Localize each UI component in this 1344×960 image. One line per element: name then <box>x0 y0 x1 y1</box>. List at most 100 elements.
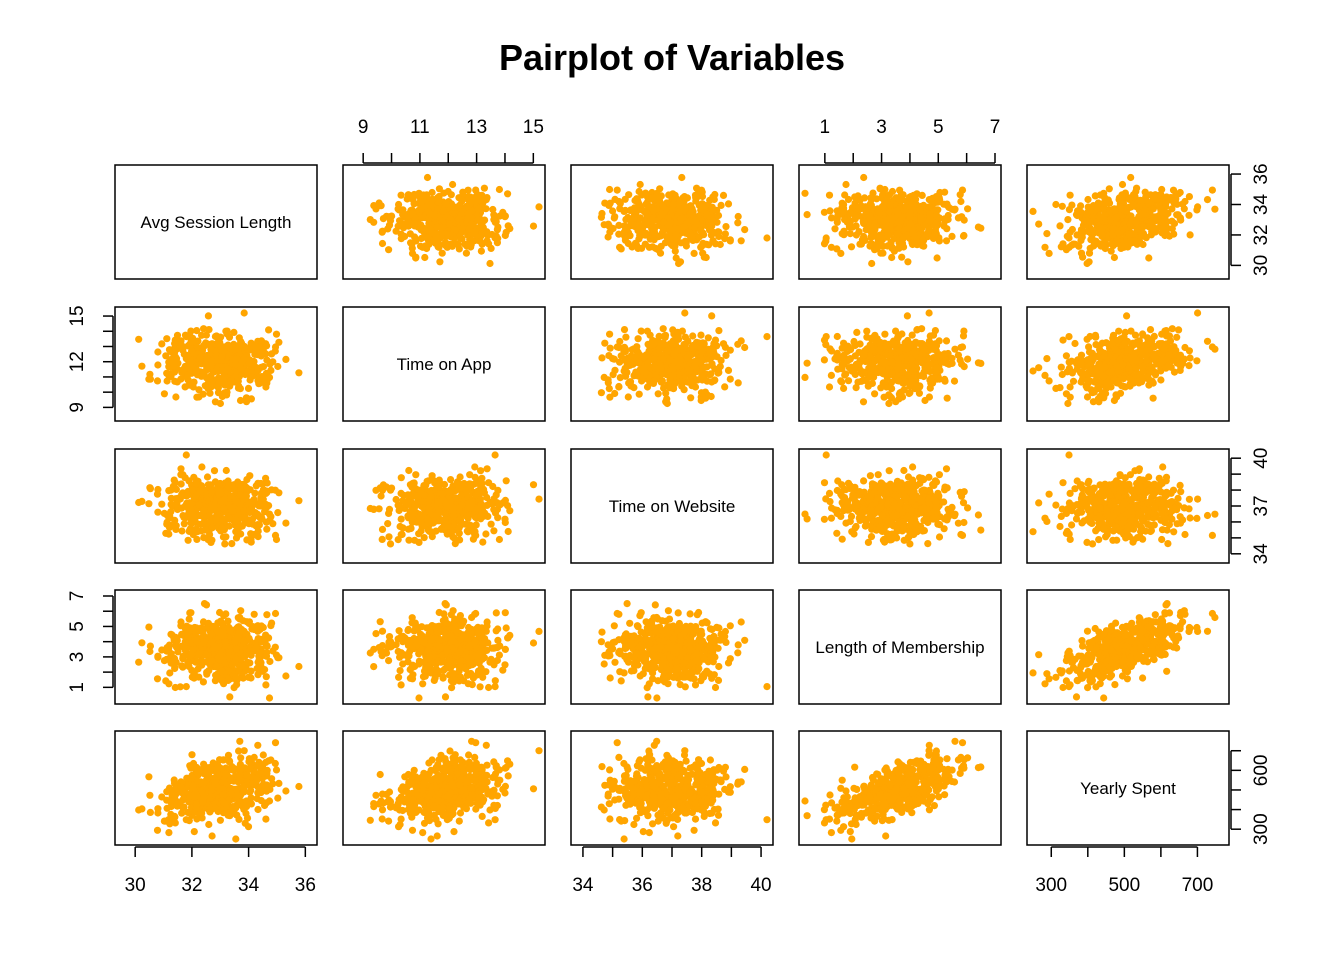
scatter-point <box>719 191 728 199</box>
scatter-point <box>253 512 261 520</box>
scatter-point <box>248 498 256 506</box>
scatter-point <box>644 359 652 367</box>
scatter-point <box>220 504 228 512</box>
scatter-point <box>1086 377 1094 385</box>
scatter-point <box>467 221 475 229</box>
scatter-point <box>1126 220 1134 228</box>
scatter-point <box>1151 224 1159 233</box>
panel-frame <box>570 164 774 280</box>
scatter-point <box>651 230 659 238</box>
scatter-point <box>621 368 629 376</box>
scatter-point <box>1109 358 1117 366</box>
panel-frame <box>798 164 1002 280</box>
scatter-point <box>211 332 219 341</box>
scatter-point <box>598 354 606 362</box>
scatter-point <box>822 234 830 242</box>
scatter-point <box>909 229 917 237</box>
scatter-point <box>418 198 426 206</box>
scatter-point <box>904 224 912 233</box>
scatter-point <box>831 225 839 233</box>
scatter-point <box>936 196 944 204</box>
scatter-point <box>954 351 963 359</box>
scatter-point <box>888 187 897 196</box>
scatter-point <box>379 215 387 223</box>
scatter-point <box>252 347 260 355</box>
scatter-point <box>205 326 213 334</box>
scatter-point <box>208 524 216 532</box>
scatter-point <box>224 365 232 373</box>
scatter-point <box>840 200 848 209</box>
scatter-point <box>658 377 666 385</box>
scatter-point <box>163 335 171 343</box>
scatter-point <box>1126 375 1134 383</box>
scatter-point <box>1073 211 1081 220</box>
scatter-point <box>504 190 512 198</box>
scatter-point <box>734 212 742 221</box>
scatter-point <box>462 249 470 257</box>
scatter-point <box>680 223 689 231</box>
scatter-point <box>1100 372 1108 381</box>
scatter-point <box>187 327 195 335</box>
scatter-point <box>468 236 476 244</box>
scatter-point <box>635 359 643 367</box>
scatter-point <box>208 488 216 496</box>
scatter-point <box>189 334 197 342</box>
scatter-point <box>724 366 733 374</box>
scatter-point <box>860 173 868 182</box>
scatter-point <box>899 191 907 199</box>
scatter-point <box>721 235 729 243</box>
scatter-point <box>1035 220 1043 228</box>
scatter-point <box>405 536 413 544</box>
scatter-point <box>451 226 460 234</box>
scatter-point <box>464 186 472 194</box>
scatter-point <box>1071 339 1079 348</box>
scatter-point <box>957 197 965 206</box>
scatter-point <box>1130 191 1138 199</box>
scatter-point <box>455 215 463 223</box>
scatter-point <box>193 393 201 401</box>
scatter-point <box>1107 340 1115 348</box>
scatter-point <box>235 480 243 488</box>
scatter-point <box>269 358 277 366</box>
scatter-point <box>282 519 290 527</box>
scatter-point <box>903 312 912 320</box>
scatter-point <box>867 201 875 209</box>
scatter-point <box>487 520 495 528</box>
scatter-point <box>424 516 432 524</box>
scatter-point <box>480 184 488 192</box>
scatter-point <box>1186 354 1194 362</box>
scatter-point <box>1165 196 1173 204</box>
scatter-point <box>163 377 171 385</box>
scatter-point <box>419 191 428 199</box>
scatter-point <box>418 214 426 222</box>
scatter-point <box>888 243 896 251</box>
scatter-point <box>425 201 433 209</box>
scatter-point <box>627 215 636 223</box>
scatter-point <box>413 191 421 199</box>
scatter-point <box>182 451 190 459</box>
scatter-point <box>240 355 248 363</box>
scatter-point <box>604 220 612 228</box>
scatter-point <box>1208 186 1216 194</box>
scatter-point <box>1043 355 1051 363</box>
panel-0-1 <box>342 164 546 280</box>
scatter-point <box>882 216 890 224</box>
scatter-point <box>1159 356 1167 365</box>
scatter-point <box>1122 207 1130 215</box>
scatter-point <box>165 530 173 538</box>
scatter-point <box>880 393 888 401</box>
scatter-point <box>177 471 185 479</box>
scatter-point <box>412 237 420 245</box>
scatter-point <box>217 356 225 365</box>
scatter-point <box>501 213 509 221</box>
scatter-point <box>860 351 868 359</box>
scatter-point <box>837 377 845 385</box>
scatter-point <box>1065 243 1073 251</box>
scatter-point <box>468 207 476 215</box>
scatter-point <box>436 258 444 266</box>
scatter-point <box>1041 243 1049 251</box>
scatter-point <box>379 481 387 489</box>
scatter-point <box>1064 216 1072 224</box>
scatter-point <box>1165 351 1173 359</box>
scatter-point <box>879 249 887 257</box>
